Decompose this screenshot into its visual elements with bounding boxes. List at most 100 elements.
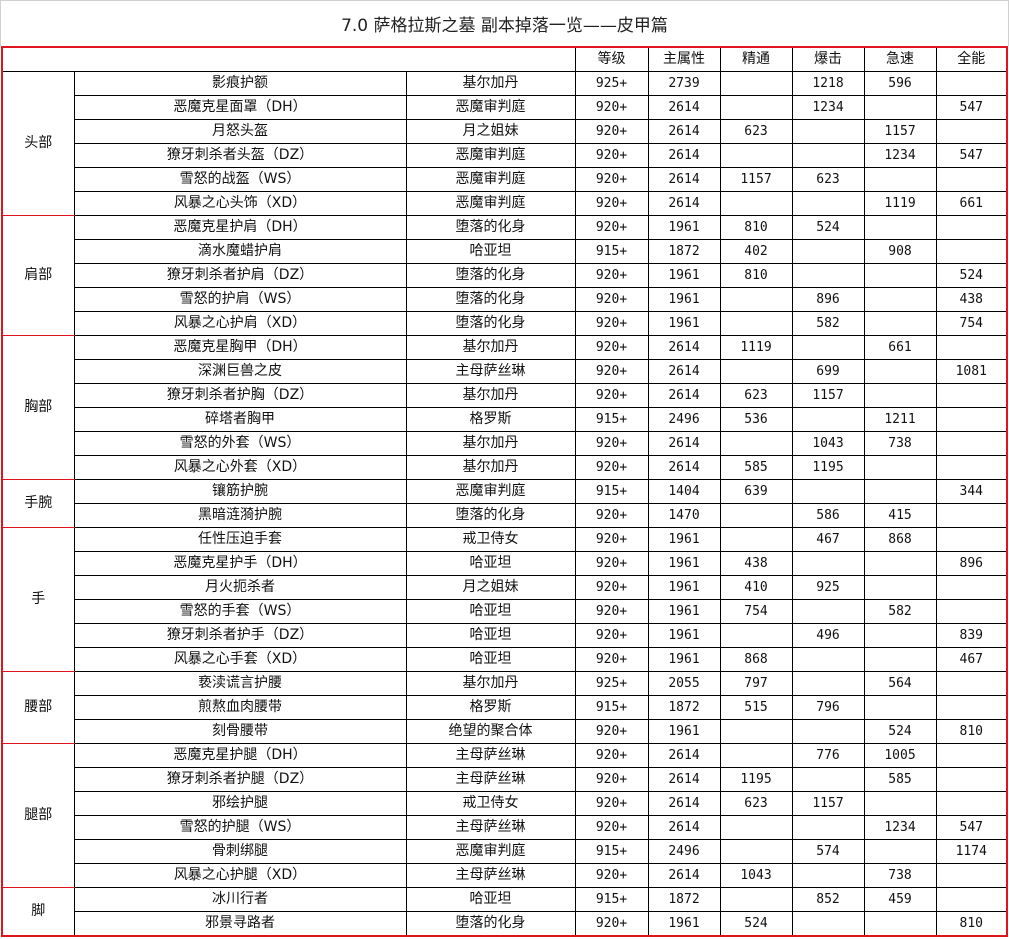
- table-row: 獠牙刺杀者头盔（DZ） 恶魔审判庭 920+ 2614 1234 547: [2, 143, 1008, 168]
- boss-name-cell: 主母萨丝琳: [405, 767, 576, 792]
- versatility-cell: [935, 455, 1008, 480]
- item-level-cell: 925+: [574, 71, 649, 96]
- boss-name-cell: 基尔加丹: [405, 383, 576, 408]
- boss-name-cell: 恶魔审判庭: [405, 191, 576, 216]
- item-level-cell: 915+: [574, 239, 649, 264]
- mastery-cell: 623: [719, 791, 793, 816]
- haste-cell: 1005: [863, 743, 937, 768]
- haste-cell: [863, 287, 937, 312]
- haste-cell: 582: [863, 599, 937, 624]
- primary-stat-cell: 2614: [647, 743, 721, 768]
- boss-name-cell: 堕落的化身: [405, 311, 576, 336]
- crit-cell: [791, 863, 865, 888]
- primary-stat-cell: 1961: [647, 215, 721, 240]
- primary-stat-cell: 1961: [647, 575, 721, 600]
- mastery-cell: 1157: [719, 167, 793, 192]
- versatility-cell: [935, 407, 1008, 432]
- item-name-cell: 风暴之心头饰（XD）: [73, 191, 407, 216]
- table-row: 獠牙刺杀者护腿（DZ） 主母萨丝琳 920+ 2614 1195 585: [2, 767, 1008, 792]
- primary-stat-cell: 1961: [647, 311, 721, 336]
- header-crit: 爆击: [791, 46, 865, 72]
- slot-cell: 手腕: [1, 479, 75, 528]
- item-name-cell: 雪怒的外套（WS）: [73, 431, 407, 456]
- table-row: 腰部 亵渎谎言护腰 基尔加丹 925+ 2055 797 564: [1, 671, 1008, 744]
- versatility-cell: [935, 215, 1008, 240]
- mastery-cell: 639: [719, 479, 793, 504]
- item-name-cell: 月怒头盔: [73, 119, 407, 144]
- crit-cell: 1043: [791, 431, 865, 456]
- haste-cell: 1119: [863, 191, 937, 216]
- haste-cell: 738: [863, 863, 937, 888]
- primary-stat-cell: 1961: [647, 287, 721, 312]
- boss-name-cell: 恶魔审判庭: [405, 95, 576, 120]
- versatility-cell: [935, 791, 1008, 816]
- versatility-cell: [935, 119, 1008, 144]
- mastery-cell: [719, 311, 793, 336]
- primary-stat-cell: 1872: [647, 239, 721, 264]
- haste-cell: 596: [863, 71, 937, 96]
- mastery-cell: [719, 815, 793, 840]
- haste-cell: 1234: [863, 815, 937, 840]
- item-name-cell: 滴水魔蜡护肩: [73, 239, 407, 264]
- crit-cell: [791, 191, 865, 216]
- item-name-cell: 风暴之心手套（XD）: [73, 647, 407, 672]
- header-row: 等级 主属性 精通 爆击 急速 全能: [1, 46, 1008, 72]
- primary-stat-cell: 2614: [647, 767, 721, 792]
- boss-name-cell: 绝望的聚合体: [405, 719, 576, 744]
- versatility-cell: 661: [935, 191, 1008, 216]
- haste-cell: 1157: [863, 119, 937, 144]
- header-primary: 主属性: [647, 46, 721, 72]
- primary-stat-cell: 2496: [647, 839, 721, 864]
- crit-cell: 896: [791, 287, 865, 312]
- item-name-cell: 碎塔者胸甲: [73, 407, 407, 432]
- boss-name-cell: 堕落的化身: [405, 263, 576, 288]
- table-row: 风暴之心头饰（XD） 恶魔审判庭 920+ 2614 1119 661: [2, 191, 1008, 216]
- header-mastery: 精通: [719, 46, 793, 72]
- crit-cell: [791, 119, 865, 144]
- boss-name-cell: 哈亚坦: [405, 623, 576, 648]
- item-name-cell: 恶魔克星护手（DH）: [73, 551, 407, 576]
- item-level-cell: 925+: [574, 671, 649, 696]
- table-row: 骨刺绑腿 恶魔审判庭 915+ 2496 574 1174: [2, 839, 1008, 864]
- mastery-cell: 1195: [719, 767, 793, 792]
- mastery-cell: 754: [719, 599, 793, 624]
- primary-stat-cell: 2614: [647, 455, 721, 480]
- mastery-cell: 623: [719, 119, 793, 144]
- boss-name-cell: 基尔加丹: [405, 71, 576, 96]
- versatility-cell: [935, 695, 1008, 720]
- boss-name-cell: 哈亚坦: [405, 239, 576, 264]
- item-level-cell: 920+: [574, 95, 649, 120]
- item-level-cell: 920+: [574, 551, 649, 576]
- table-row: 胸部 恶魔克星胸甲（DH） 基尔加丹 920+ 2614 1119 661: [1, 335, 1008, 480]
- item-name-cell: 獠牙刺杀者护腿（DZ）: [73, 767, 407, 792]
- mastery-cell: [719, 431, 793, 456]
- primary-stat-cell: 2614: [647, 815, 721, 840]
- primary-stat-cell: 1961: [647, 647, 721, 672]
- primary-stat-cell: 2614: [647, 431, 721, 456]
- haste-cell: 908: [863, 239, 937, 264]
- sheet-title: 7.0 萨格拉斯之墓 副本掉落一览——皮甲篇: [0, 0, 1009, 46]
- versatility-cell: 839: [935, 623, 1008, 648]
- versatility-cell: 438: [935, 287, 1008, 312]
- item-name-cell: 獠牙刺杀者护胸（DZ）: [73, 383, 407, 408]
- mastery-cell: [719, 71, 793, 96]
- crit-cell: 699: [791, 359, 865, 384]
- mastery-cell: [719, 287, 793, 312]
- item-level-cell: 920+: [574, 359, 649, 384]
- crit-cell: [791, 911, 865, 937]
- boss-name-cell: 基尔加丹: [405, 335, 576, 360]
- crit-cell: [791, 671, 865, 696]
- slot-cell: 头部: [1, 71, 75, 216]
- versatility-cell: [935, 431, 1008, 456]
- haste-cell: [863, 791, 937, 816]
- primary-stat-cell: 2614: [647, 119, 721, 144]
- crit-cell: 1234: [791, 95, 865, 120]
- boss-name-cell: 恶魔审判庭: [405, 479, 576, 504]
- item-level-cell: 920+: [574, 383, 649, 408]
- item-level-cell: 920+: [574, 215, 649, 240]
- item-name-cell: 恶魔克星护腿（DH）: [73, 743, 407, 768]
- mastery-cell: [719, 143, 793, 168]
- crit-cell: 1157: [791, 791, 865, 816]
- boss-name-cell: 堕落的化身: [405, 215, 576, 240]
- item-name-cell: 獠牙刺杀者护手（DZ）: [73, 623, 407, 648]
